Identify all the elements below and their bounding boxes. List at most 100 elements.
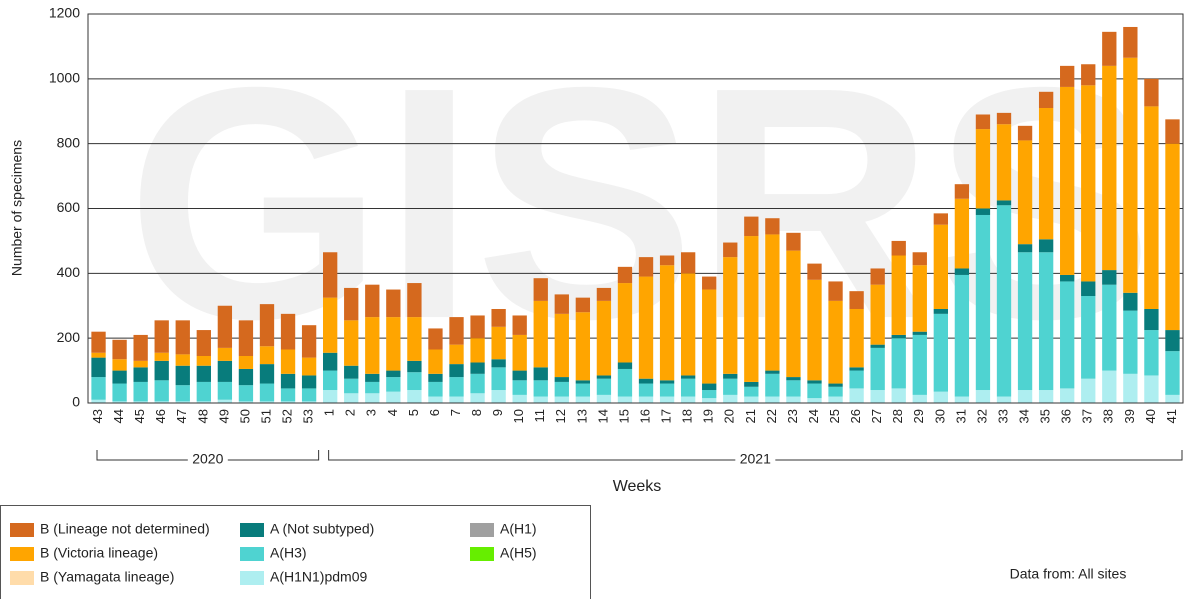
- legend-label: A(H3): [270, 545, 307, 561]
- bar-segment: [154, 352, 169, 361]
- bar-segment: [1038, 91, 1054, 109]
- bar-segment: [112, 370, 127, 384]
- x-tick-label: 47: [174, 409, 189, 423]
- x-tick-label: 51: [258, 409, 273, 423]
- bar-segment: [196, 355, 211, 366]
- bar-segment: [638, 257, 654, 277]
- bar-segment: [680, 396, 696, 403]
- bar-segment: [996, 200, 1012, 206]
- bar-segment: [807, 380, 822, 384]
- bar-segment: [386, 377, 401, 392]
- x-tick-label: 37: [1080, 409, 1095, 423]
- x-tick-label: 6: [427, 409, 442, 416]
- bar-segment: [217, 347, 233, 361]
- bar-segment: [280, 388, 296, 402]
- x-tick-label: 18: [680, 409, 695, 423]
- x-tick-label: 21: [743, 409, 758, 423]
- bar-segment: [91, 377, 106, 400]
- bar-segment: [870, 284, 885, 345]
- bar-segment: [217, 305, 233, 348]
- bar-segment: [638, 378, 654, 384]
- bar-segment: [428, 396, 443, 403]
- legend-label: B (Victoria lineage): [40, 545, 158, 561]
- bar-segment: [723, 373, 738, 379]
- x-tick-label: 26: [848, 409, 863, 423]
- x-tick-label: 7: [448, 409, 463, 416]
- bar-segment: [596, 378, 612, 395]
- bar-segment: [638, 396, 654, 403]
- bar-segment: [891, 338, 906, 389]
- x-tick-label: 38: [1101, 409, 1116, 423]
- bar-segment: [765, 373, 780, 397]
- year-label: 2021: [740, 451, 771, 467]
- bar-segment: [133, 381, 148, 402]
- bar-segment: [470, 393, 485, 403]
- bar-segment: [154, 380, 169, 402]
- bar-segment: [744, 381, 759, 387]
- bar-segment: [470, 338, 485, 363]
- bar-segment: [996, 112, 1012, 125]
- bar-segment: [91, 331, 106, 353]
- y-tick-label: 400: [57, 264, 81, 280]
- bar-segment: [807, 383, 822, 399]
- legend-label: B (Lineage not determined): [40, 521, 210, 537]
- bar-segment: [891, 240, 906, 256]
- bar-segment: [196, 401, 211, 403]
- bar-segment: [638, 276, 654, 379]
- bar-segment: [996, 396, 1012, 403]
- legend-swatch: [240, 523, 264, 537]
- bar-segment: [154, 320, 169, 353]
- bar-segment: [259, 383, 275, 402]
- x-tick-label: 13: [574, 409, 589, 423]
- bar-segment: [154, 360, 169, 381]
- bar-segment: [280, 401, 296, 403]
- x-tick-label: 44: [111, 409, 126, 423]
- bar-segment: [596, 394, 612, 403]
- bar-segment: [786, 377, 801, 381]
- bar-segment: [933, 308, 948, 314]
- bar-segment: [238, 368, 254, 386]
- legend-label: A(H1): [500, 521, 537, 537]
- bar-segment: [470, 362, 485, 374]
- note: Data from: All sites: [1010, 566, 1127, 582]
- bar-segment: [765, 396, 780, 403]
- legend-label: A (Not subtyped): [270, 521, 374, 537]
- bar-segment: [596, 300, 612, 376]
- bar-segment: [891, 255, 906, 335]
- x-tick-label: 12: [553, 409, 568, 423]
- y-tick-label: 800: [57, 134, 81, 150]
- bar-segment: [659, 383, 675, 397]
- bar-segment: [828, 386, 843, 397]
- x-tick-label: 19: [701, 409, 716, 423]
- x-tick-label: 30: [932, 409, 947, 423]
- bar-segment: [533, 278, 548, 301]
- bar-segment: [259, 364, 275, 384]
- bar-segment: [1123, 57, 1138, 293]
- bar-segment: [470, 373, 485, 394]
- bar-segment: [491, 308, 506, 327]
- bar-segment: [365, 373, 380, 382]
- x-tick-label: 4: [385, 409, 400, 416]
- bar-segment: [449, 344, 464, 365]
- bar-segment: [702, 289, 717, 384]
- bar-segment: [196, 381, 211, 402]
- x-tick-label: 35: [1038, 409, 1053, 423]
- bar-segment: [554, 396, 569, 403]
- x-tick-label: 10: [511, 409, 526, 423]
- bar-segment: [91, 352, 106, 358]
- x-tick-label: 3: [364, 409, 379, 416]
- bar-segment: [617, 283, 633, 363]
- bar-segment: [1102, 270, 1117, 285]
- legend-swatch: [240, 547, 264, 561]
- bar-segment: [1144, 375, 1159, 403]
- x-tick-label: 8: [469, 409, 484, 416]
- bar-segment: [386, 317, 401, 371]
- legend-swatch: [10, 523, 34, 537]
- bar-segment: [1144, 78, 1159, 107]
- bar-segment: [112, 383, 127, 402]
- bar-segment: [238, 355, 254, 369]
- bar-segment: [1144, 308, 1159, 331]
- x-tick-label: 11: [532, 409, 547, 423]
- bar-segment: [301, 375, 317, 389]
- x-tick-label: 48: [195, 409, 210, 423]
